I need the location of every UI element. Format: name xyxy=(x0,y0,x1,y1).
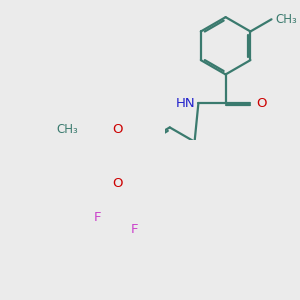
Text: CH₃: CH₃ xyxy=(56,123,78,136)
Text: F: F xyxy=(131,223,138,236)
Text: O: O xyxy=(112,178,122,190)
Text: HN: HN xyxy=(176,97,195,110)
Text: F: F xyxy=(94,211,101,224)
Text: O: O xyxy=(256,97,267,110)
Text: O: O xyxy=(112,123,122,136)
Text: CH₃: CH₃ xyxy=(276,13,298,26)
